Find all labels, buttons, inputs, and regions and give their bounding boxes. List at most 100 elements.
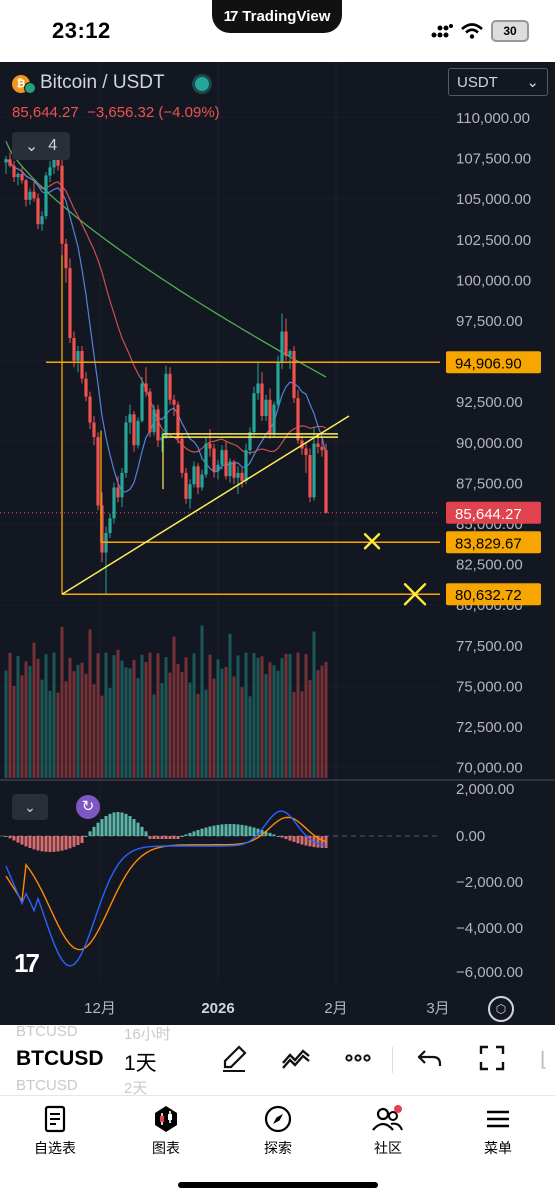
volume-bar: [128, 668, 132, 778]
fullscreen-button[interactable]: [476, 1043, 508, 1075]
drawing-tool-button[interactable]: [218, 1043, 250, 1075]
tab-menu[interactable]: 菜单: [458, 1104, 538, 1158]
price-tag: [446, 501, 541, 524]
volume-bar: [264, 674, 268, 778]
x-mark-annotation: [403, 583, 427, 606]
candle-body: [180, 438, 184, 473]
currency-select[interactable]: USDT ⌄: [448, 68, 548, 96]
candle-body: [12, 165, 16, 178]
macd-histogram-bar: [252, 827, 256, 836]
candle-body: [60, 165, 64, 244]
candle-body: [24, 180, 28, 200]
currency-value: USDT: [457, 73, 498, 91]
tab-watchlist[interactable]: 自选表: [15, 1104, 95, 1158]
price-chart[interactable]: 110,000.00 107,500.00 105,000.00 102,500.00…: [0, 62, 555, 1025]
volume-bar: [12, 686, 16, 778]
volume-bar: [184, 657, 188, 778]
volume-bar: [208, 654, 212, 778]
volume-bar: [308, 680, 312, 778]
volume-bar: [84, 673, 88, 778]
candle-body: [320, 446, 324, 451]
volume-bar: [248, 696, 252, 778]
volume-bar: [320, 665, 324, 778]
tradingview-pill-label: TradingView: [242, 8, 331, 25]
macd-refresh-icon[interactable]: ↻: [76, 795, 100, 819]
time-axis-label: 2月: [324, 1000, 347, 1017]
volume-bar: [228, 633, 232, 778]
candle-body: [292, 351, 296, 399]
chart-settings-button[interactable]: ⬡: [488, 996, 514, 1022]
macd-histogram-bar: [80, 836, 84, 844]
undo-button[interactable]: [414, 1043, 446, 1075]
macd-histogram-bar: [24, 836, 28, 847]
tradingview-pill[interactable]: 17 TradingView: [212, 0, 342, 33]
macd-histogram-bar: [40, 836, 44, 852]
macd-collapse-button[interactable]: ⌄: [12, 794, 48, 820]
chart-area[interactable]: 110,000.00 107,500.00 105,000.00 102,500.00…: [0, 62, 555, 1025]
macd-histogram-bar: [216, 824, 220, 836]
more-button[interactable]: [342, 1043, 374, 1075]
macd-histogram-bar: [308, 836, 312, 847]
candle-body: [220, 450, 224, 465]
candle-body: [124, 422, 128, 473]
indicators-button[interactable]: [280, 1043, 312, 1075]
volume-bar: [240, 687, 244, 778]
symbol-selector[interactable]: BTCUSD: [16, 1047, 104, 1070]
volume-bar: [256, 657, 260, 778]
interval-selector[interactable]: 1天: [124, 1052, 157, 1075]
candle-body: [20, 173, 24, 181]
macd-histogram-bar: [188, 832, 192, 836]
price-change-line: 85,644.27 −3,656.32 (−4.09%): [12, 104, 220, 121]
macd-histogram-bar: [260, 830, 264, 836]
macd-histogram-bar: [104, 816, 108, 836]
trendline: [61, 415, 350, 595]
volume-bar: [312, 631, 316, 778]
volume-bar: [144, 661, 148, 778]
community-icon: [372, 1105, 403, 1131]
candle-body: [240, 472, 244, 481]
candle-body: [48, 167, 52, 176]
candle-body: [88, 396, 92, 423]
macd-histogram-bar: [288, 836, 292, 841]
volume-bar: [188, 682, 192, 778]
price-axis-label: 70,000.00: [456, 760, 523, 777]
time-axis-label: 2026: [201, 1000, 234, 1017]
volume-bar: [28, 666, 32, 778]
tab-chart[interactable]: 图表: [126, 1104, 206, 1158]
macd-histogram-bar: [112, 812, 116, 836]
macd-histogram-bar: [20, 836, 24, 845]
candle-body: [256, 383, 260, 394]
volume-bar: [52, 652, 56, 778]
indicator-toggle-button[interactable]: ⌄ 4: [12, 132, 70, 160]
candle-body: [84, 378, 88, 397]
volume-bar: [196, 693, 200, 778]
ma-long-line: [5, 141, 327, 378]
candle-body: [132, 414, 136, 446]
volume-bar: [36, 658, 40, 778]
candle-body: [172, 399, 176, 405]
tab-explore[interactable]: 探索: [238, 1104, 318, 1158]
macd-axis-label: 2,000.00: [456, 781, 514, 798]
volume-bar: [104, 652, 108, 778]
macd-histogram-bar: [132, 819, 136, 836]
candle-body: [136, 420, 140, 446]
macd-histogram-bar: [32, 836, 36, 850]
tab-community[interactable]: 社区: [348, 1104, 428, 1158]
volume-bar: [216, 659, 220, 778]
candle-body: [228, 461, 232, 477]
candle-body: [44, 175, 48, 217]
candle-body: [92, 422, 96, 438]
price-axis-label: 92,500.00: [456, 394, 523, 411]
status-bar: 23:12 17 TradingView 30: [0, 0, 555, 62]
macd-histogram-bar: [240, 824, 244, 836]
compass-icon: [264, 1105, 292, 1133]
battery-icon: 30: [491, 20, 529, 42]
macd-histogram-bar: [12, 836, 16, 841]
candle-body: [192, 466, 196, 485]
candle-body: [212, 448, 216, 472]
macd-histogram-bar: [120, 812, 124, 836]
last-price: 85,644.27: [12, 104, 79, 121]
volume-bar: [16, 655, 20, 778]
ghost-symbol-bottom: BTCUSD: [16, 1077, 78, 1094]
macd-histogram-bar: [8, 836, 12, 839]
